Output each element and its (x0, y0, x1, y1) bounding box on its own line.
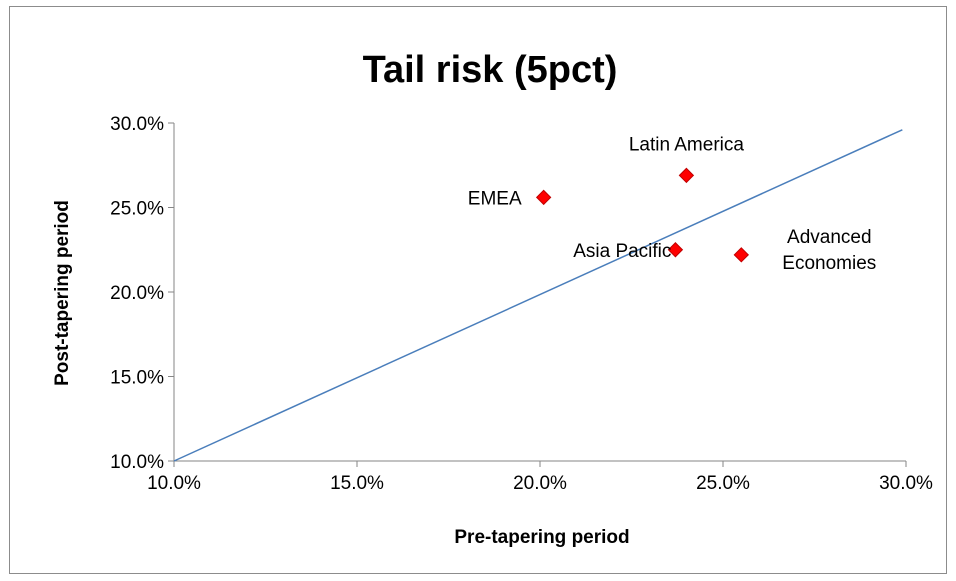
y-tick-label: 10.0% (110, 452, 164, 473)
data-point-label: Latin America (629, 134, 745, 155)
y-tick-label: 20.0% (110, 283, 164, 304)
data-point-marker (733, 247, 750, 263)
data-point-label-line: Economies (782, 253, 876, 274)
data-point-label: Advanced Economies (782, 227, 876, 274)
y-axis-title: Post-tapering period (52, 200, 73, 386)
data-point-marker (667, 242, 684, 258)
reference-line (173, 129, 903, 462)
reference-line-layer (173, 129, 903, 462)
data-point-label: Asia Pacific (573, 241, 671, 262)
chart-title: Tail risk (5pct) (363, 49, 618, 91)
x-tick-label: 20.0% (513, 473, 567, 494)
y-tick-label: 30.0% (110, 114, 164, 135)
x-tick-label: 15.0% (330, 473, 384, 494)
x-tick-label: 10.0% (147, 473, 201, 494)
points-layer (535, 167, 750, 263)
x-tick-label: 30.0% (879, 473, 933, 494)
data-point-label: EMEA (468, 188, 522, 209)
data-point-label-line: Latin America (629, 134, 745, 155)
x-tick-label: 25.0% (696, 473, 750, 494)
y-tick-label: 15.0% (110, 368, 164, 389)
data-point-label-line: Asia Pacific (573, 241, 671, 262)
point-labels-layer: EMEA Latin America Asia Pacific Advanced Eco… (468, 134, 876, 273)
data-point-label-line: EMEA (468, 188, 522, 209)
y-tick-label: 25.0% (110, 199, 164, 220)
data-point-marker (678, 167, 695, 184)
chart-area: Tail risk (5pct) 10.0% 15.0% 20.0% 25.0% 30.… (9, 6, 947, 574)
scatter-chart: Tail risk (5pct) 10.0% 15.0% 20.0% 25.0% 30.… (52, 49, 933, 548)
data-point-marker (535, 189, 552, 206)
x-axis-title: Pre-tapering period (454, 527, 629, 548)
axes: 10.0% 15.0% 20.0% 25.0% 30.0% 10.0% 15.0% 20.0%… (110, 114, 933, 494)
data-point-label-line: Advanced (787, 227, 872, 248)
